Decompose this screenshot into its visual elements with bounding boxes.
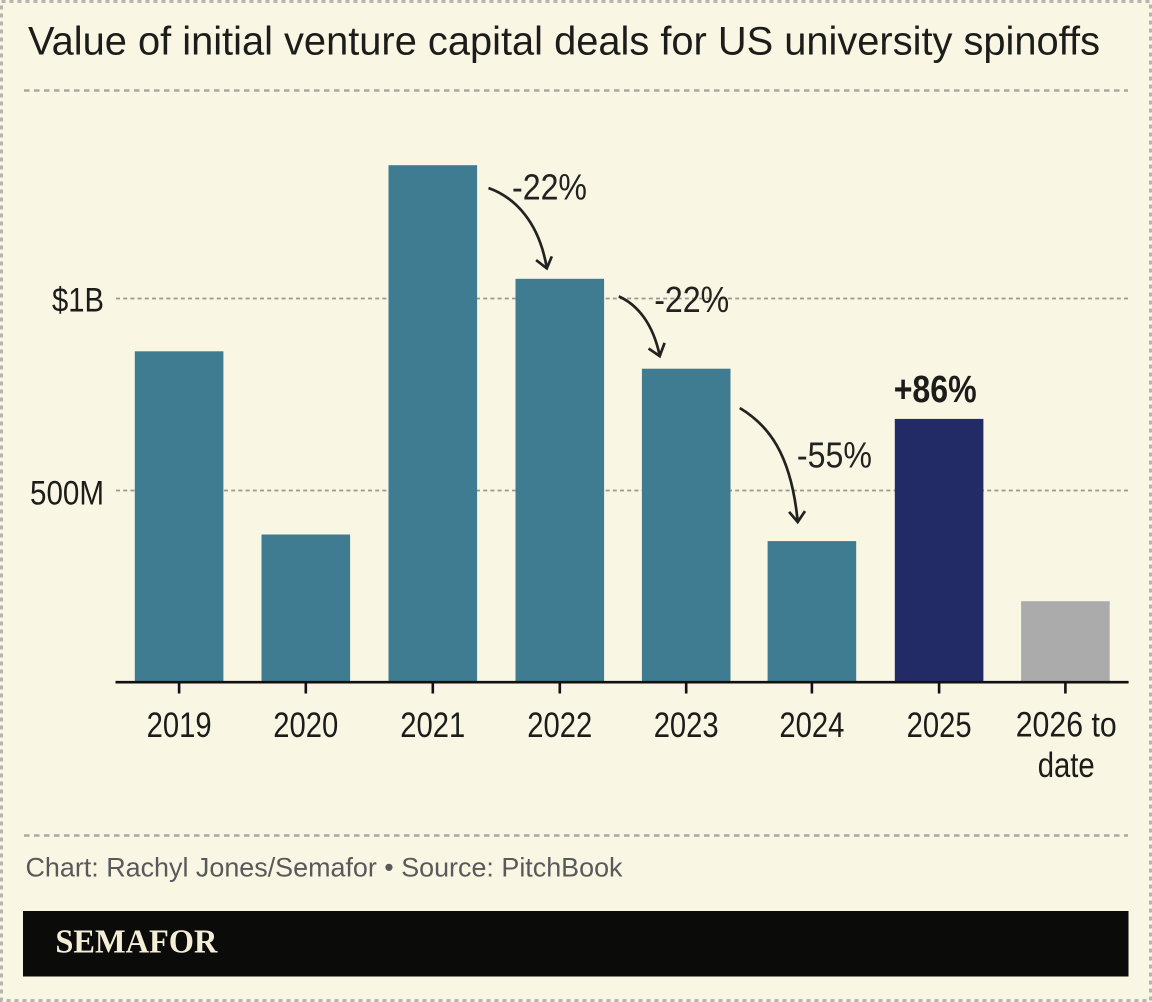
svg-text:2023: 2023 [654,706,719,745]
svg-text:2019: 2019 [147,706,212,745]
svg-text:$1B: $1B [52,282,104,320]
svg-text:Value of initial venture capit: Value of initial venture capital deals f… [28,20,1100,64]
svg-text:SEMAFOR: SEMAFOR [55,923,218,960]
svg-text:2026 to: 2026 to [1016,706,1117,745]
svg-text:date: date [1038,746,1095,785]
svg-text:-22%: -22% [654,279,729,320]
svg-text:2021: 2021 [400,706,465,745]
svg-text:2020: 2020 [273,706,338,745]
svg-text:-22%: -22% [512,167,587,208]
svg-text:500M: 500M [30,475,104,513]
svg-text:2022: 2022 [527,706,592,745]
svg-text:2024: 2024 [779,706,844,745]
svg-text:Chart: Rachyl Jones/Semafor •: Chart: Rachyl Jones/Semafor • Source: Pi… [26,853,623,883]
svg-text:-55%: -55% [797,435,872,476]
svg-text:+86%: +86% [894,369,977,411]
svg-text:2025: 2025 [907,706,972,745]
